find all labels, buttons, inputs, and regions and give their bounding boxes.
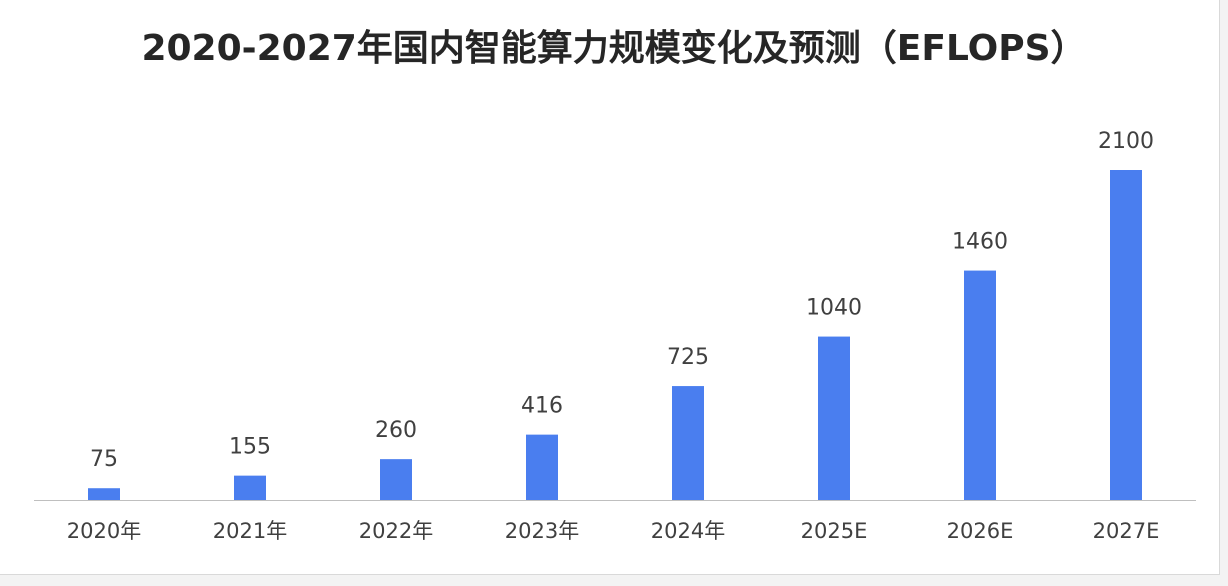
chart-title: 2020-2027年国内智能算力规模变化及预测（EFLOPS） (141, 28, 1087, 69)
data-label-7: 2100 (1098, 129, 1154, 154)
x-tick-label-0: 2020年 (67, 519, 141, 543)
bar-3 (526, 434, 558, 500)
x-tick-label-3: 2023年 (505, 519, 579, 543)
x-tick-label-1: 2021年 (213, 519, 287, 543)
x-tick-labels-group: 2020年 2021年 2022年 2023年 2024年 2025E 2026E 2027E (67, 519, 1160, 543)
bar-5 (818, 336, 850, 500)
data-label-5: 1040 (806, 296, 862, 321)
bar-6 (964, 270, 996, 500)
bar-0 (88, 488, 120, 500)
bars-group (88, 170, 1142, 500)
data-label-0: 75 (90, 447, 118, 472)
data-label-6: 1460 (952, 230, 1008, 255)
x-tick-label-7: 2027E (1093, 519, 1160, 543)
x-tick-label-5: 2025E (801, 519, 868, 543)
x-tick-label-4: 2024年 (651, 519, 725, 543)
x-tick-label-6: 2026E (947, 519, 1014, 543)
bar-1 (234, 475, 266, 500)
bar-7 (1110, 170, 1142, 500)
data-label-4: 725 (667, 345, 709, 370)
data-labels-group: 75 155 260 416 725 1040 1460 2100 (90, 129, 1154, 472)
chart-frame (0, 0, 1220, 575)
bar-2 (380, 459, 412, 500)
data-label-1: 155 (229, 435, 271, 460)
x-tick-label-2: 2022年 (359, 519, 433, 543)
bar-4 (672, 386, 704, 500)
data-label-2: 260 (375, 418, 417, 443)
data-label-3: 416 (521, 394, 563, 419)
